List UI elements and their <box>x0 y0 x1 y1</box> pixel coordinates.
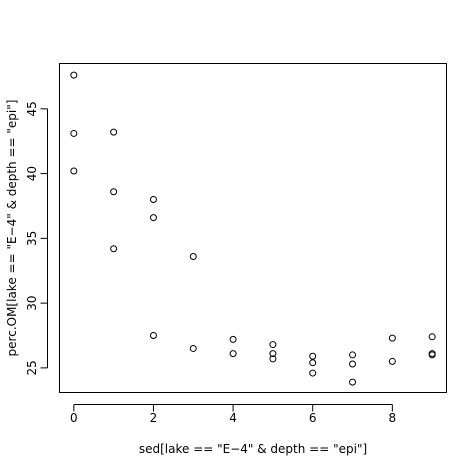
data-point <box>110 128 118 136</box>
y-axis-title: perc.OM[lake == "E−4" & depth == "epi"] <box>5 100 19 357</box>
data-point <box>349 360 357 368</box>
data-point <box>70 167 78 175</box>
y-tick-label: 35 <box>25 231 39 246</box>
data-point <box>269 350 277 358</box>
data-point <box>309 369 317 377</box>
x-tick-label: 0 <box>70 411 78 425</box>
plot-box <box>59 63 447 393</box>
y-axis: 25 30 35 40 45 <box>25 101 48 376</box>
x-axis-title: sed[lake == "E−4" & depth == "epi"] <box>139 442 367 456</box>
x-tick-label: 8 <box>389 411 397 425</box>
data-point <box>428 351 436 359</box>
data-points <box>70 71 436 386</box>
y-tick-label: 40 <box>25 166 39 181</box>
data-point <box>149 332 157 340</box>
x-tick-label: 6 <box>309 411 317 425</box>
data-point <box>309 352 317 360</box>
data-point <box>428 333 436 341</box>
data-point <box>189 252 197 260</box>
y-tick-label: 25 <box>25 360 39 375</box>
x-axis: 0 2 4 6 8 <box>70 404 397 425</box>
data-point <box>388 357 396 365</box>
x-tick-label: 2 <box>150 411 158 425</box>
data-point <box>70 129 78 137</box>
data-point <box>229 350 237 358</box>
y-tick-label: 45 <box>25 101 39 116</box>
data-point <box>229 335 237 343</box>
data-point <box>349 351 357 359</box>
data-point <box>110 188 118 196</box>
data-point <box>349 378 357 386</box>
y-tick-label: 30 <box>25 295 39 310</box>
data-point <box>269 341 277 349</box>
data-point <box>149 214 157 222</box>
data-point <box>149 196 157 204</box>
data-point <box>309 359 317 367</box>
data-point <box>110 245 118 253</box>
data-point <box>189 344 197 352</box>
x-tick-label: 4 <box>229 411 237 425</box>
data-point <box>269 355 277 363</box>
data-point <box>70 71 78 79</box>
data-point <box>388 334 396 342</box>
